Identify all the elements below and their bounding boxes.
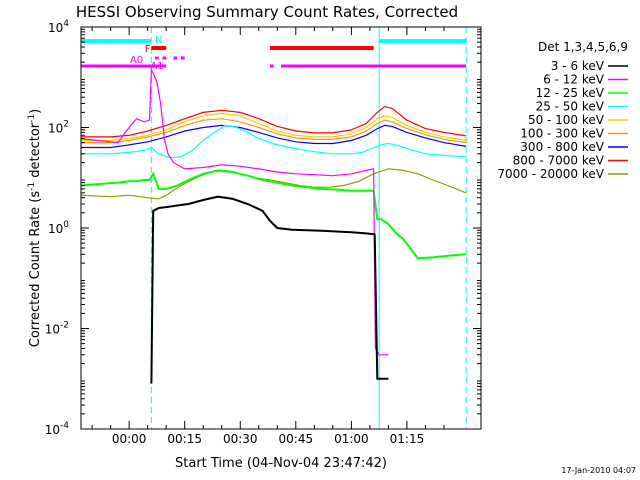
series-line-5 (81, 118, 467, 144)
status-bar-N-segment-0 (81, 39, 152, 43)
legend-label-5: 100 - 300 keV (520, 127, 604, 141)
y-axis-label-part1: Corrected Count Rate (s (28, 191, 43, 348)
status-bar-N-segment-1 (379, 39, 467, 43)
x-tick-label-3: 00:45 (279, 432, 314, 446)
status-bar-A1-segment-3 (181, 56, 185, 60)
legend-label-8: 7000 - 20000 keV (497, 167, 604, 181)
y-tick-label-0: 10-4 (45, 421, 70, 437)
x-tick-label-5: 01:15 (390, 432, 425, 446)
series-line-3 (81, 124, 467, 159)
status-bar-A1-segment-0 (155, 56, 159, 60)
status-label-A1: A1 (150, 61, 163, 72)
series-layer (80, 67, 467, 384)
legend-label-0: 3 - 6 keV (551, 59, 605, 73)
y-axis-label-sup2: -1 (27, 114, 37, 123)
y-tick-label-4: 104 (48, 19, 69, 35)
x-tick-label-0: 00:00 (112, 432, 147, 446)
legend-title: Det 1,3,4,5,6,9 (538, 40, 628, 54)
legend-label-7: 800 - 7000 keV (513, 154, 605, 168)
legend-label-1: 6 - 12 keV (543, 73, 605, 87)
legend-label-2: 12 - 25 keV (536, 86, 605, 100)
y-axis-label-part2: detector (28, 122, 43, 182)
y-axis-label-sup1: -1 (27, 182, 37, 191)
y-tick-label-3: 102 (48, 120, 69, 136)
series-line-7 (81, 105, 467, 138)
series-line-2 (80, 169, 467, 260)
series-line-6 (81, 124, 467, 149)
legend-label-6: 300 - 800 keV (520, 140, 604, 154)
status-label-A0: A0 (130, 55, 143, 66)
x-axis-label: Start Time (04-Nov-04 23:47:42) (175, 456, 387, 471)
y-tick-label-1: 10-2 (45, 321, 69, 337)
status-bar-F-segment-1 (269, 46, 374, 50)
status-label-N: N (155, 35, 162, 46)
legend-label-3: 25 - 50 keV (536, 100, 605, 114)
axis-ticks: 00:00 00:15 00:30 00:45 01:00 01:15 10-4 10-2 10… (45, 19, 481, 446)
timestamp: 17-Jan-2010 04:07 (561, 466, 636, 475)
status-bar-A0-segment-1 (269, 64, 274, 68)
status-bar-A1-segment-1 (162, 56, 167, 60)
x-tick-label-2: 00:30 (223, 432, 258, 446)
y-axis-label: Corrected Count Rate (s-1 detector-1) (27, 109, 43, 347)
x-tick-label-1: 00:15 (167, 432, 202, 446)
status-bar-A1-segment-2 (173, 56, 178, 60)
x-tick-label-4: 01:00 (334, 432, 369, 446)
series-line-4 (81, 112, 467, 142)
status-label-F: F (145, 44, 151, 55)
series-line-8 (80, 168, 467, 200)
y-axis-label-part3: ) (28, 109, 43, 114)
status-bar-A0-segment-0 (81, 64, 167, 68)
status-bar-F-segment-0 (151, 46, 167, 50)
chart-title: HESSI Observing Summary Count Rates, Cor… (76, 3, 458, 21)
legend-label-4: 50 - 100 keV (528, 113, 605, 127)
y-tick-label-2: 100 (48, 220, 69, 236)
series-line-1 (80, 67, 389, 356)
status-bar-A0-segment-2 (281, 64, 467, 68)
series-line-0 (150, 195, 389, 384)
